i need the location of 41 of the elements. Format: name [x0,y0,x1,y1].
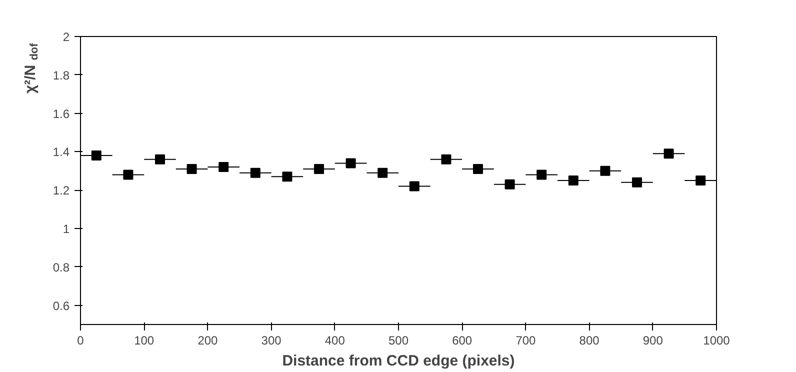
x-tick-label: 300 [261,334,282,348]
point [632,177,642,188]
x-tick-label: 800 [579,334,600,348]
x-tick-label: 200 [198,334,218,348]
point [441,154,452,164]
point [664,148,674,159]
y-tick-label: 0.8 [52,260,70,274]
point [346,158,356,168]
point [473,164,483,174]
point [186,164,197,174]
point [250,168,260,178]
point [123,170,134,180]
point [314,164,324,174]
point [218,162,229,172]
y-tick-label: 1.6 [52,106,70,121]
point [378,168,388,178]
x-tick-label: 100 [134,334,154,348]
y-tick-label: 2 [62,30,70,44]
point [409,181,420,192]
point [568,176,578,186]
y-tick-label: 1 [62,222,70,236]
x-tick-label: 500 [388,334,409,348]
y-axis-title: χ²/Ndof [22,42,40,94]
x-tick-label: 700 [516,334,536,348]
point [155,154,165,164]
point [91,150,102,161]
x-tick-label: 1000 [703,334,730,348]
y-tick-label: 1.8 [52,68,70,82]
point [282,172,292,182]
x-tick-label: 900 [642,334,664,348]
y-tick-label: 0.6 [52,298,70,313]
x-tick-label: 600 [452,334,472,348]
point [504,179,515,190]
x-tick-label: 0 [77,334,84,348]
x-axis-title: Distance from CCD edge (pixels) [282,352,515,370]
x-tick-label: 400 [324,334,346,348]
y-tick-label: 1.2 [52,184,70,198]
point [536,170,547,180]
point [696,176,706,186]
y-tick-label: 1.4 [52,145,70,160]
point [600,166,610,176]
